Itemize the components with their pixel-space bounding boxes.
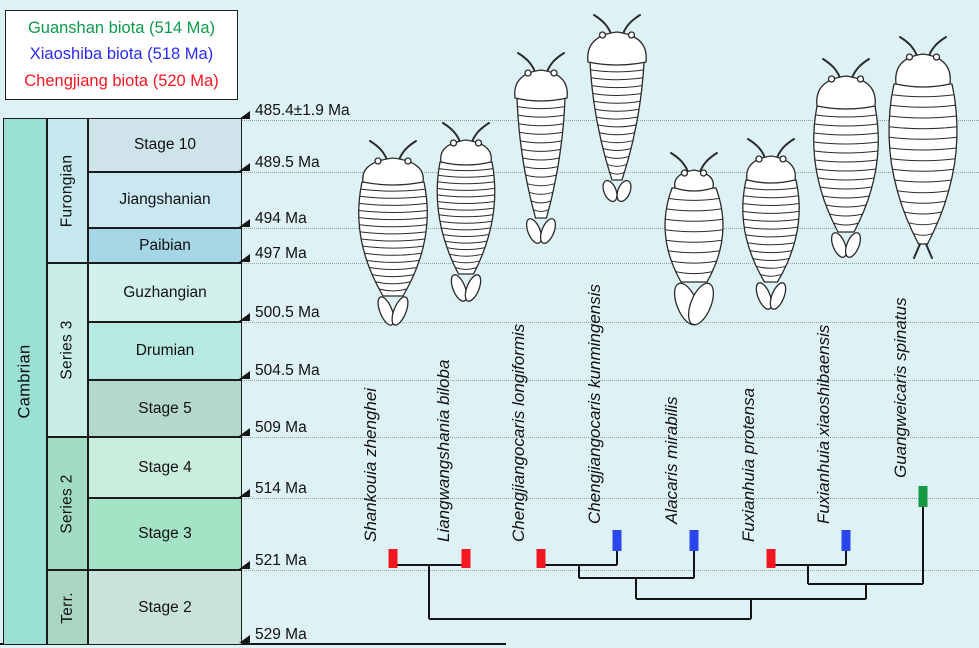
stage-label: Stage 5 xyxy=(138,399,192,417)
age-marker-triangle-icon xyxy=(239,219,250,227)
stage-cell-stage-10: Stage 10 xyxy=(88,118,242,172)
series-cell-furongian: Furongian xyxy=(47,118,88,263)
age-label: 514 Ma xyxy=(255,480,307,497)
age-row-489: 489.5 Ma xyxy=(239,152,320,172)
age-label: 504.5 Ma xyxy=(255,362,320,379)
age-marker-triangle-icon xyxy=(239,254,250,262)
stage-label: Jiangshanian xyxy=(119,191,211,208)
age-line-514 xyxy=(242,498,979,499)
age-marker-triangle-icon xyxy=(239,561,250,569)
age-row-514: 514 Ma xyxy=(239,478,307,498)
age-label: 500.5 Ma xyxy=(255,304,320,321)
age-marker-triangle-icon xyxy=(239,111,250,119)
stage-label: Guzhangian xyxy=(123,283,207,301)
series-cell-terreneuvian: Terr. xyxy=(47,570,88,645)
age-label: 529 Ma xyxy=(255,626,307,643)
stage-cell-stage-3: Stage 3 xyxy=(88,498,242,570)
biota-tick-xiaoshiba xyxy=(841,530,851,551)
age-label: 489.5 Ma xyxy=(255,154,320,171)
age-row-521: 521 Ma xyxy=(239,550,307,570)
taxon-label-f-xiaoshibaensis: Fuxianhuia xiaoshibaensis xyxy=(814,324,833,524)
biota-tick-xiaoshiba xyxy=(612,530,622,551)
age-label: 497 Ma xyxy=(255,245,307,262)
age-marker-triangle-icon xyxy=(239,428,250,436)
age-marker-triangle-icon xyxy=(239,313,250,321)
stage-label: Drumian xyxy=(135,342,195,359)
taxon-label-shankouia: Shankouia zhenghei xyxy=(361,387,380,542)
biota-tick-xiaoshiba xyxy=(689,530,699,551)
taxon-label-c-kunmingensis: Chengjiangocaris kunmingensis xyxy=(585,283,604,524)
taxon-label-guangweicaris: Guangweicaris spinatus xyxy=(891,297,910,478)
biota-tick-chengjiang xyxy=(766,549,776,568)
series-cell-series-3: Series 3 xyxy=(47,263,88,437)
age-marker-triangle-icon xyxy=(239,163,250,171)
biota-tick-chengjiang xyxy=(461,549,471,568)
age-row-529: 529 Ma xyxy=(239,624,307,644)
biota-legend: Guanshan biota (514 Ma) Xiaoshiba biota … xyxy=(5,10,238,100)
age-marker-triangle-icon xyxy=(239,371,250,379)
taxon-label-alacaris: Alacaris mirabilis xyxy=(662,396,681,524)
stage-cell-guzhangian: Guzhangian xyxy=(88,263,242,322)
stage-cell-stage-4: Stage 4 xyxy=(88,437,242,498)
biota-tick-chengjiang xyxy=(388,549,398,568)
age-line-500 xyxy=(242,322,979,323)
stage-cell-stage-2: Stage 2 xyxy=(88,570,242,645)
stage-cell-jiangshanian: Jiangshanian xyxy=(88,172,242,228)
age-marker-triangle-icon xyxy=(239,635,250,643)
series-cell-series-2: Series 2 xyxy=(47,437,88,570)
age-marker-triangle-icon xyxy=(239,489,250,497)
stage-label: Stage 4 xyxy=(138,458,192,476)
age-row-494: 494 Ma xyxy=(239,208,307,228)
legend-item-guanshan: Guanshan biota (514 Ma) xyxy=(27,18,216,37)
stage-label: Paibian xyxy=(139,236,191,254)
biota-tick-guanshan xyxy=(918,486,928,507)
stage-label: Stage 3 xyxy=(138,525,192,542)
age-line-529-column-base xyxy=(0,643,506,645)
legend-item-xiaoshiba: Xiaoshiba biota (518 Ma) xyxy=(29,45,214,64)
taxon-label-f-protensa: Fuxianhuia protensa xyxy=(739,387,758,542)
age-line-494 xyxy=(242,228,979,229)
age-label: 494 Ma xyxy=(255,210,307,227)
age-row-485: 485.4±1.9 Ma xyxy=(239,100,350,120)
age-label: 509 Ma xyxy=(255,419,307,436)
taxon-label-c-longiformis: Chengjiangocaris longiformis xyxy=(509,323,528,542)
age-row-509: 509 Ma xyxy=(239,417,307,437)
stage-cell-drumian: Drumian xyxy=(88,322,242,380)
taxon-label-liangwangshania: Liangwangshania biloba xyxy=(434,359,453,542)
age-line-504 xyxy=(242,380,979,381)
stage-cell-stage-5: Stage 5 xyxy=(88,380,242,437)
age-line-521 xyxy=(242,570,979,571)
stage-label: Stage 10 xyxy=(133,136,197,153)
stage-cell-paibian: Paibian xyxy=(88,228,242,263)
age-label: 521 Ma xyxy=(255,552,307,569)
age-label: 485.4±1.9 Ma xyxy=(255,102,350,119)
age-line-509 xyxy=(242,437,979,438)
stage-label: Stage 2 xyxy=(138,598,192,616)
age-line-497 xyxy=(242,263,979,264)
age-row-500: 500.5 Ma xyxy=(239,302,320,322)
biota-tick-chengjiang xyxy=(536,549,546,568)
age-row-504: 504.5 Ma xyxy=(239,360,320,380)
legend-item-chengjiang: Chengjiang biota (520 Ma) xyxy=(24,72,219,91)
period-cell-cambrian: Cambrian xyxy=(3,118,47,645)
age-row-497: 497 Ma xyxy=(239,243,307,263)
